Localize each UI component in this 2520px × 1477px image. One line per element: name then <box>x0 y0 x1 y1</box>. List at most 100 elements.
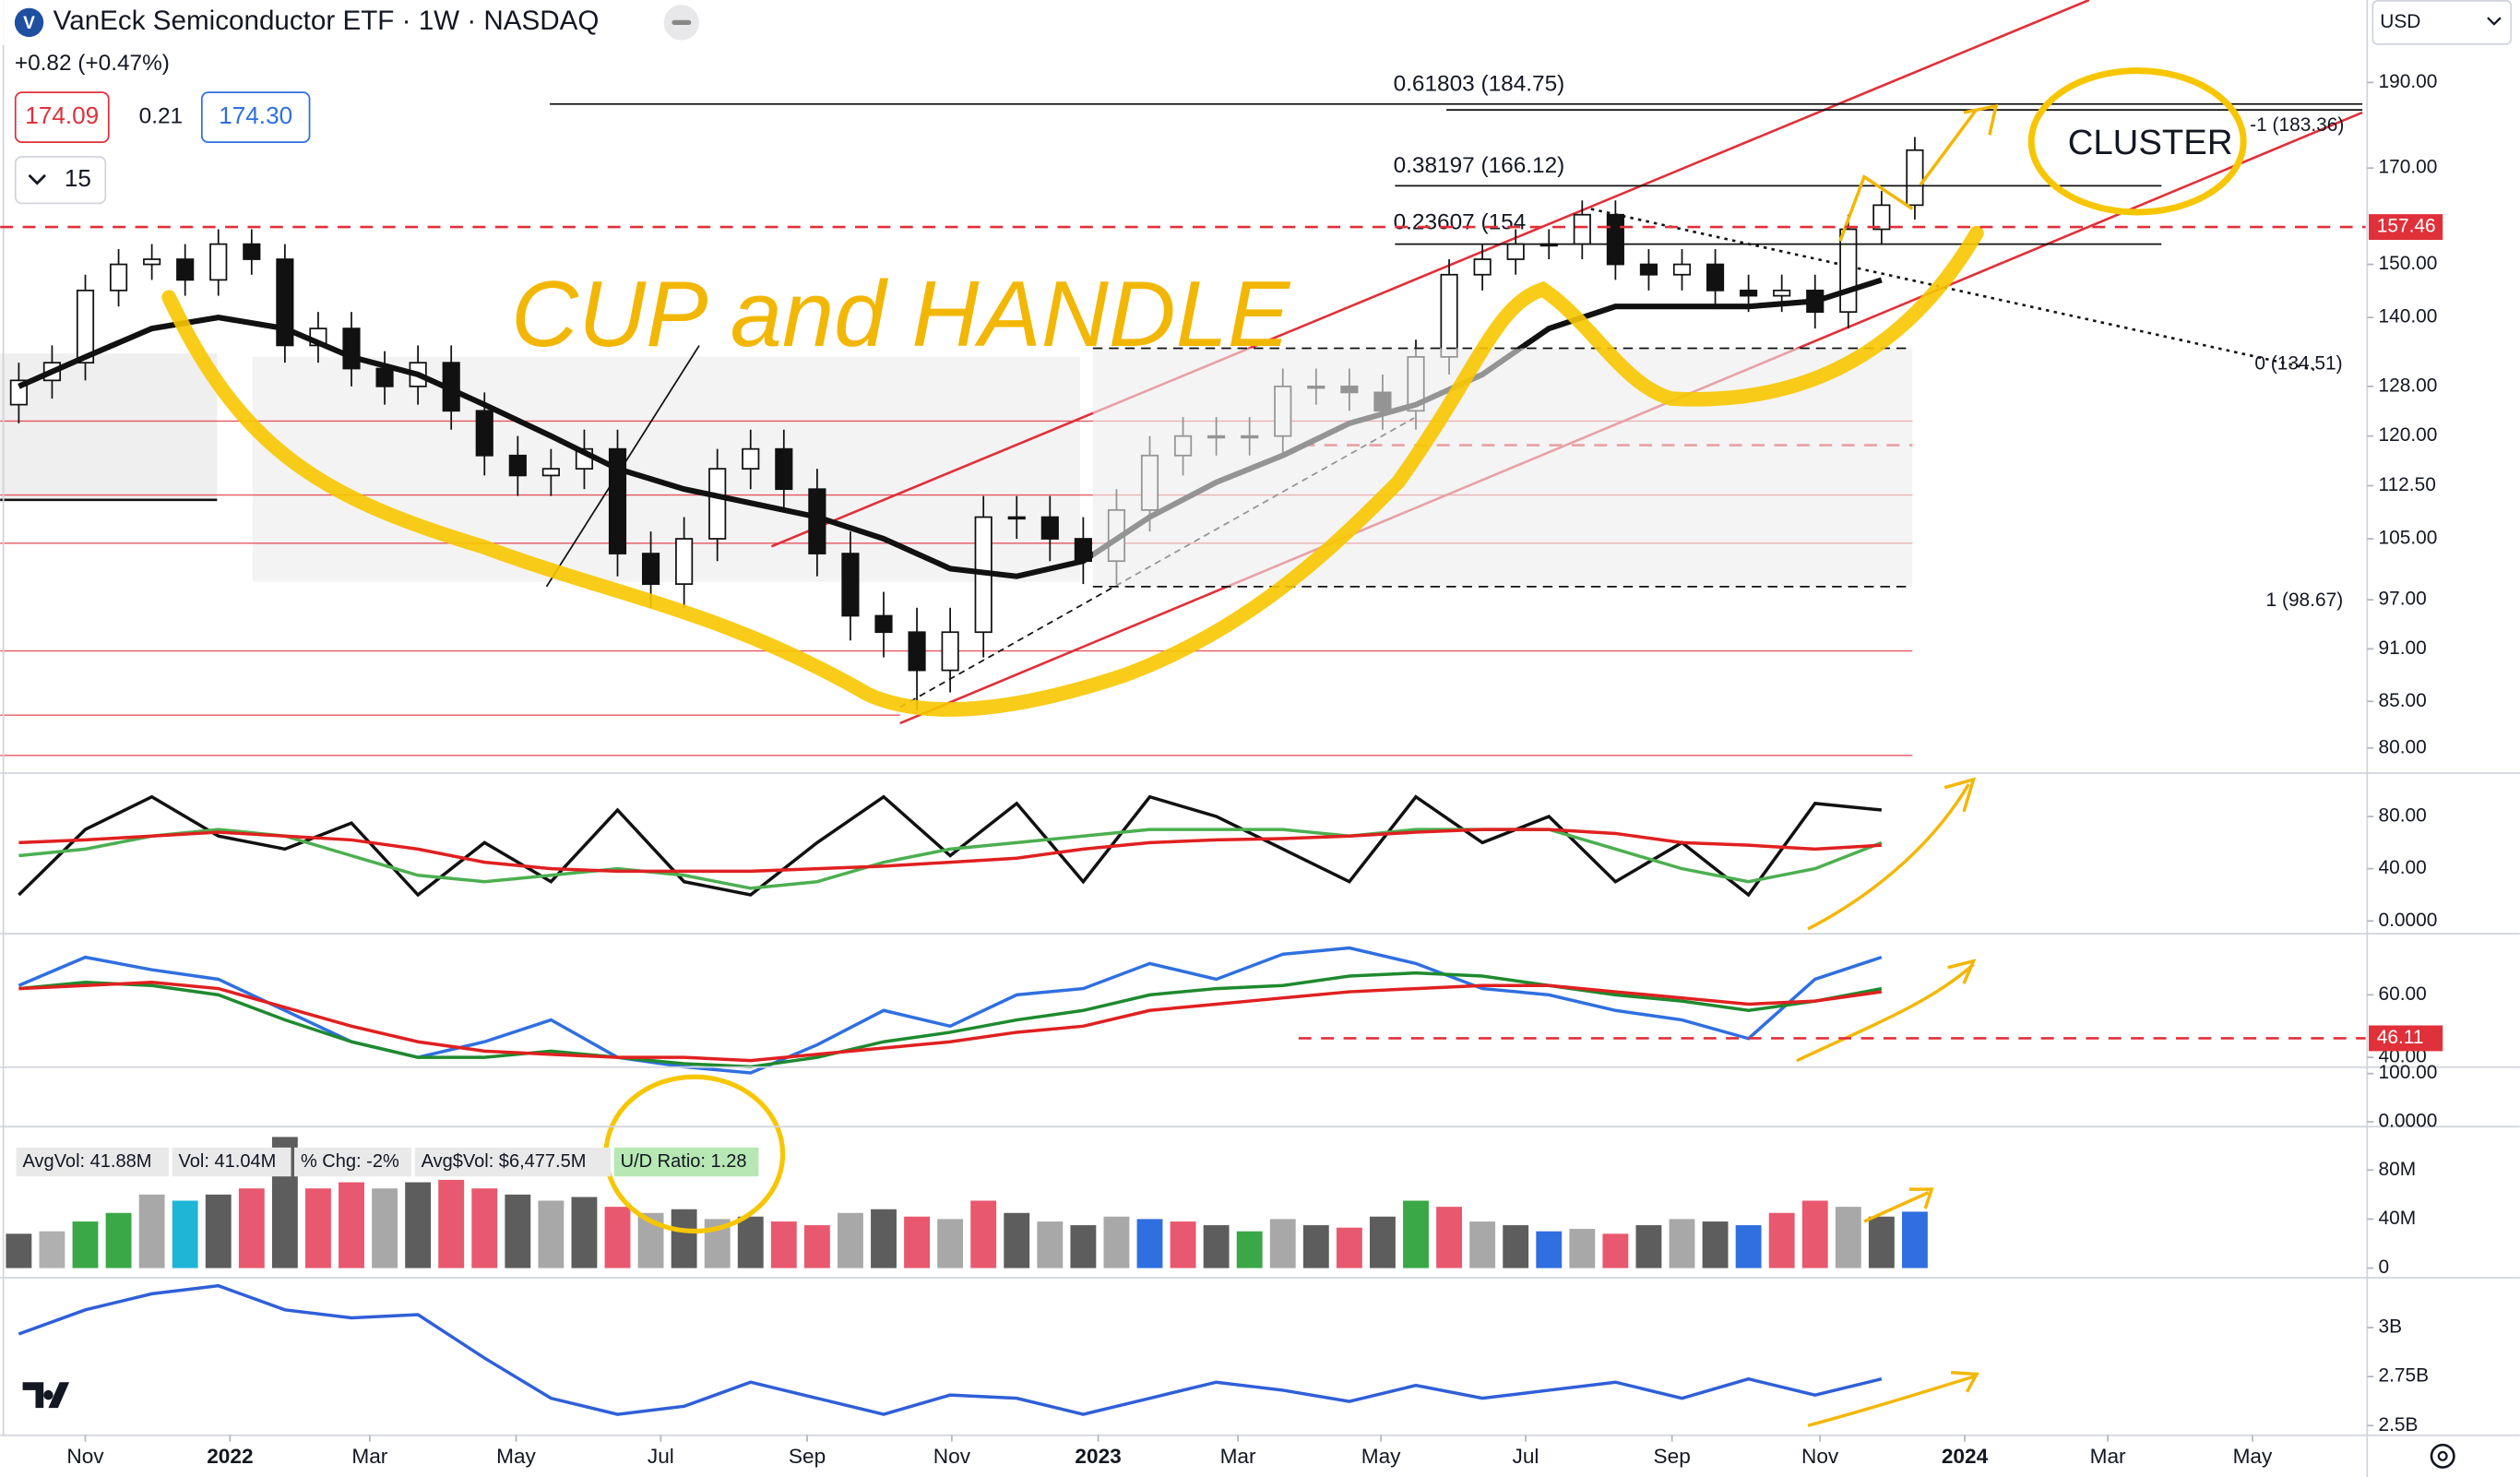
x-tick-label: Mar <box>2090 1445 2126 1468</box>
volume-bar <box>1302 1225 1329 1269</box>
settings-icon <box>2437 1450 2448 1461</box>
y-tick-label: 3B <box>2379 1316 2403 1338</box>
candle-body <box>1740 289 1758 297</box>
y-tick-label: 140.00 <box>2379 306 2438 328</box>
x-tick-label: May <box>496 1445 536 1468</box>
indicator-line <box>18 981 1883 1063</box>
price-tag <box>2369 214 2443 241</box>
fib-label: 0.23607 (154 <box>1394 209 1527 234</box>
settings-icon[interactable] <box>2430 1443 2455 1469</box>
stat-box <box>172 1147 291 1177</box>
candle-body <box>675 538 694 585</box>
header: V VanEck Semiconductor ETF · 1W · NASDAQ… <box>0 0 2513 205</box>
x-tick-label: 2022 <box>207 1445 253 1468</box>
candle-body <box>742 447 760 470</box>
currency: USD <box>2380 11 2420 32</box>
candle-body <box>641 553 660 585</box>
candle-body <box>1773 289 1791 297</box>
candle-body <box>109 263 128 292</box>
volume-bar <box>1136 1219 1163 1269</box>
x-tick-label: May <box>1361 1445 1401 1468</box>
y-tick-label: 0.0000 <box>2379 1110 2438 1131</box>
volume-bar <box>138 1194 165 1269</box>
y-tick-label: 112.50 <box>2379 474 2436 495</box>
candle-body <box>1440 273 1458 358</box>
volume-bar <box>1037 1221 1064 1269</box>
volume-bar <box>1070 1225 1097 1269</box>
volume-bar <box>1768 1212 1795 1269</box>
bid-box[interactable] <box>14 91 110 144</box>
candle-body <box>1872 204 1891 231</box>
volume-bar <box>438 1179 465 1269</box>
header-bg <box>0 0 707 45</box>
volume-bar <box>538 1200 565 1269</box>
volume-bar <box>1503 1225 1529 1269</box>
volume-bar <box>1569 1229 1596 1269</box>
y-tick-label: 40.00 <box>2379 1046 2427 1067</box>
candle-body <box>1573 213 1591 245</box>
candle-body <box>243 243 261 260</box>
volume-bar <box>837 1212 863 1269</box>
arrow-sketch <box>1838 103 1999 242</box>
data-layer: 0.61803 (184.75) 0.38197 (166.12) 0.23607 … <box>6 71 2363 1416</box>
volume-bar <box>471 1188 498 1269</box>
volume-bar <box>1103 1216 1130 1269</box>
fib-label: -1 (183.36) <box>2250 114 2344 136</box>
volume-bar <box>1336 1227 1362 1269</box>
interval-box[interactable] <box>14 155 107 205</box>
y-tick-label: 190.00 <box>2379 71 2438 92</box>
x-tick-label: Nov <box>1801 1445 1839 1468</box>
candle-body <box>1672 263 1692 276</box>
x-tick-label: May <box>2233 1445 2273 1468</box>
stat: U/D Ratio: 1.28 <box>621 1151 747 1172</box>
volume-bar <box>1269 1219 1296 1269</box>
price-tag <box>2369 1025 2443 1052</box>
bid: 174.09 <box>25 101 99 129</box>
volume-bar <box>737 1216 764 1269</box>
y-tick-label: 2.5B <box>2379 1414 2419 1435</box>
candle-body <box>276 258 294 347</box>
volume-bar <box>871 1209 897 1269</box>
x-tick-label: Jul <box>1513 1445 1539 1468</box>
volume-bar <box>172 1200 198 1269</box>
stat-box <box>613 1147 759 1177</box>
y-tick-label: 40.00 <box>2379 857 2427 878</box>
highlight-ellipse <box>2027 67 2247 216</box>
y-tick-label: 128.00 <box>2379 375 2438 396</box>
chevron <box>28 173 46 185</box>
arrow-sketch <box>1796 959 1977 1063</box>
volume-bar <box>604 1207 631 1269</box>
volume-bar <box>571 1197 598 1269</box>
ask-box[interactable] <box>200 91 311 144</box>
y-tick-label: 91.00 <box>2379 637 2427 659</box>
volume-bar <box>72 1221 99 1269</box>
indicator-line <box>18 794 1883 898</box>
y-tick-label: 80M <box>2379 1159 2417 1180</box>
channel-line <box>770 0 2090 548</box>
logo-letter: V <box>23 14 35 33</box>
y-tick-label: 120.00 <box>2379 424 2438 446</box>
volume-bar <box>1469 1221 1496 1269</box>
candle-body <box>775 447 793 491</box>
volume-bar <box>1635 1225 1662 1269</box>
volume-bar <box>937 1219 964 1269</box>
volume-bar <box>1901 1211 1928 1269</box>
volume-bar <box>1801 1200 1828 1269</box>
tv-logo <box>43 1389 53 1400</box>
volume-bar <box>1702 1221 1729 1269</box>
candle-body <box>342 328 361 370</box>
candle-body <box>841 553 860 617</box>
symbol-title: VanEck Semiconductor ETF · 1W · NASDAQ <box>53 6 600 36</box>
volume-bar <box>1536 1231 1563 1269</box>
candle-body <box>874 614 893 634</box>
stat-box <box>293 1147 412 1177</box>
currency-select[interactable] <box>2371 0 2513 45</box>
x-tick-label: 2023 <box>1075 1445 1121 1468</box>
candle-body <box>1839 228 1858 314</box>
fib-label: 0 (134.51) <box>2254 352 2342 374</box>
candle-body <box>941 631 959 672</box>
x-tick-label: Mar <box>351 1445 387 1468</box>
candle-body <box>375 367 394 387</box>
y-tick-label: 105.00 <box>2379 528 2438 549</box>
